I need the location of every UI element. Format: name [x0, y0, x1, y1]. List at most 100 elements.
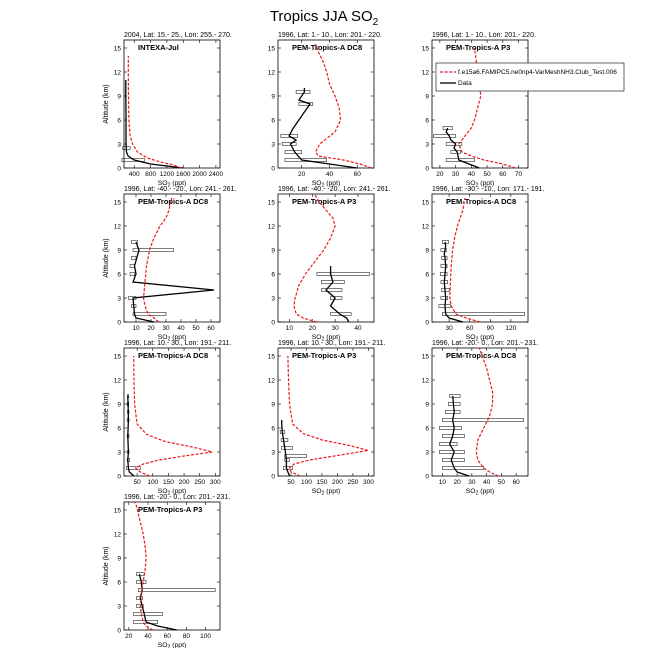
obs-range-box [330, 312, 352, 316]
x-tick-label: 250 [194, 479, 205, 486]
y-tick-label: 15 [268, 199, 276, 206]
y-tick-label: 9 [117, 401, 121, 408]
x-tick-label: 40 [144, 633, 152, 640]
x-tick-label: 40 [468, 171, 476, 178]
x-tick-label: 100 [200, 633, 211, 640]
y-tick-label: 12 [114, 377, 122, 384]
panel-campaign-label: PEM-Tropics-A P3 [138, 505, 202, 514]
panel-frame [431, 347, 529, 477]
panel-region-label: 1996, Lat: -20.- 0., Lon: 201.- 231. [432, 340, 538, 347]
x-tick-label: 150 [317, 479, 328, 486]
y-tick-label: 9 [425, 247, 429, 254]
x-tick-label: 40 [483, 479, 491, 486]
x-axis-label: SO2 (ppt) [466, 180, 494, 189]
y-tick-label: 3 [271, 295, 275, 302]
obs-range-box [280, 438, 289, 442]
y-tick-label: 3 [117, 141, 121, 148]
y-tick-label: 6 [117, 425, 121, 432]
obs-range-box [321, 288, 343, 292]
panel-campaign-label: PEM-Tropics-A DC8 [292, 43, 362, 52]
panel-region-label: 1996, Lat: -20.- 0., Lon: 201.- 231. [124, 494, 230, 501]
y-tick-label: 9 [117, 247, 121, 254]
legend-model-label: f.e15a6.FAMIPC5.ne0np4-VarMeshNH3.Club_T… [458, 69, 617, 76]
y-tick-label: 15 [114, 45, 122, 52]
obs-range-box [330, 296, 343, 300]
model-profile-line [293, 193, 336, 323]
panel-10: 1996, Lat: -20.- 0., Lon: 201.- 231. 0 3 6 9… [103, 494, 230, 648]
obs-range-box [284, 150, 302, 154]
x-tick-label: 1200 [160, 171, 175, 178]
panel-region-label: 1996, Lat: -40.- -20., Lon: 241.- 261. [278, 186, 391, 193]
y-tick-label: 3 [425, 449, 429, 456]
x-axis-label: SO2 (ppt) [158, 180, 186, 189]
x-tick-label: 150 [163, 479, 174, 486]
model-profile-line [449, 197, 481, 323]
y-tick-label: 9 [117, 555, 121, 562]
y-tick-label: 9 [271, 93, 275, 100]
x-tick-label: 20 [309, 325, 317, 332]
panel-campaign-label: PEM-Tropics-A DC8 [446, 351, 516, 360]
x-axis-label: SO2 (ppt) [158, 334, 186, 343]
legend-box [435, 62, 625, 92]
x-tick-label: 300 [210, 479, 221, 486]
x-tick-label: 30 [468, 479, 476, 486]
x-tick-label: 20 [436, 171, 444, 178]
y-tick-label: 0 [425, 319, 429, 326]
panel-region-label: 1996, Lat: 10.- 30., Lon: 191.- 211. [124, 340, 231, 347]
panel-region-label: 1996, Lat: -40.- -20., Lon: 241.- 261. [124, 186, 237, 193]
y-tick-label: 9 [425, 93, 429, 100]
y-tick-label: 3 [117, 603, 121, 610]
obs-range-box [449, 394, 461, 398]
panel-3: 1996, Lat: 1.- 10., Lon: 201.- 220. 0 3 6 9 1… [422, 32, 536, 189]
obs-range-box [445, 410, 461, 414]
x-tick-label: 50 [498, 479, 506, 486]
y-tick-label: 15 [422, 353, 430, 360]
x-axis-label: SO2 (ppt) [312, 488, 340, 497]
x-axis-label: SO2 (ppt) [466, 334, 494, 343]
panel-2: 1996, Lat: 1.- 10., Lon: 201.- 220. 0 3 6 9 1… [268, 32, 382, 189]
x-tick-label: 200 [332, 479, 343, 486]
y-tick-label: 9 [425, 401, 429, 408]
x-tick-label: 30 [332, 325, 340, 332]
y-tick-label: 3 [117, 449, 121, 456]
y-tick-label: 0 [425, 165, 429, 172]
x-axis-label: SO2 (ppt) [312, 180, 340, 189]
y-tick-label: 6 [271, 117, 275, 124]
obs-range-box [280, 134, 298, 138]
y-tick-label: 15 [422, 45, 430, 52]
x-tick-label: 100 [301, 479, 312, 486]
panel-4: 1996, Lat: -40.- -20., Lon: 241.- 261. 0 3… [103, 186, 237, 343]
y-axis-label: Altitude (km) [103, 238, 110, 277]
y-tick-label: 3 [425, 295, 429, 302]
panel-8: 1996, Lat: 10.- 30., Lon: 191.- 211. 0 3 6 9… [268, 340, 386, 497]
y-tick-label: 6 [271, 271, 275, 278]
x-tick-label: 60 [466, 325, 474, 332]
obs-range-box [283, 466, 293, 470]
model-profile-line [475, 347, 499, 477]
obs-profile-line [448, 395, 470, 477]
obs-range-box [316, 272, 370, 276]
y-tick-label: 0 [271, 319, 275, 326]
y-tick-label: 12 [268, 69, 276, 76]
panel-frame [431, 193, 529, 323]
panel-region-label: 1996, Lat: 10.- 30., Lon: 191.- 211. [278, 340, 385, 347]
y-tick-label: 6 [117, 579, 121, 586]
obs-range-box [433, 134, 456, 138]
panel-region-label: 2004, Lat: 15.- 25., Lon: 255.- 270. [124, 32, 232, 39]
obs-range-box [439, 272, 448, 276]
obs-range-box [442, 458, 465, 462]
model-profile-line [287, 355, 369, 477]
y-tick-label: 6 [425, 271, 429, 278]
x-tick-label: 800 [145, 171, 156, 178]
panel-frame [123, 347, 221, 477]
y-tick-label: 15 [114, 507, 122, 514]
x-tick-label: 40 [177, 325, 185, 332]
x-tick-label: 1600 [176, 171, 191, 178]
obs-range-box [133, 612, 163, 616]
obs-profile-line [443, 241, 464, 323]
legend-obs-label: Data [458, 80, 472, 87]
legend: f.e15a6.FAMIPC5.ne0np4-VarMeshNH3.Club_T… [435, 62, 625, 92]
y-tick-label: 12 [422, 69, 430, 76]
y-tick-label: 0 [117, 319, 121, 326]
y-tick-label: 6 [425, 425, 429, 432]
